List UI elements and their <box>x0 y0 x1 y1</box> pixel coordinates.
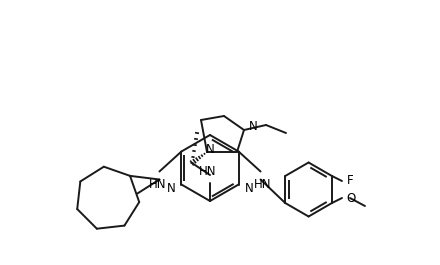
Text: HN: HN <box>149 179 166 192</box>
Text: O: O <box>346 192 355 205</box>
Text: N: N <box>249 121 258 134</box>
Text: N: N <box>167 182 176 195</box>
Text: N: N <box>205 143 214 156</box>
Text: N: N <box>245 182 253 195</box>
Text: HN: HN <box>199 165 217 178</box>
Text: HN: HN <box>254 179 271 192</box>
Text: F: F <box>347 174 354 188</box>
